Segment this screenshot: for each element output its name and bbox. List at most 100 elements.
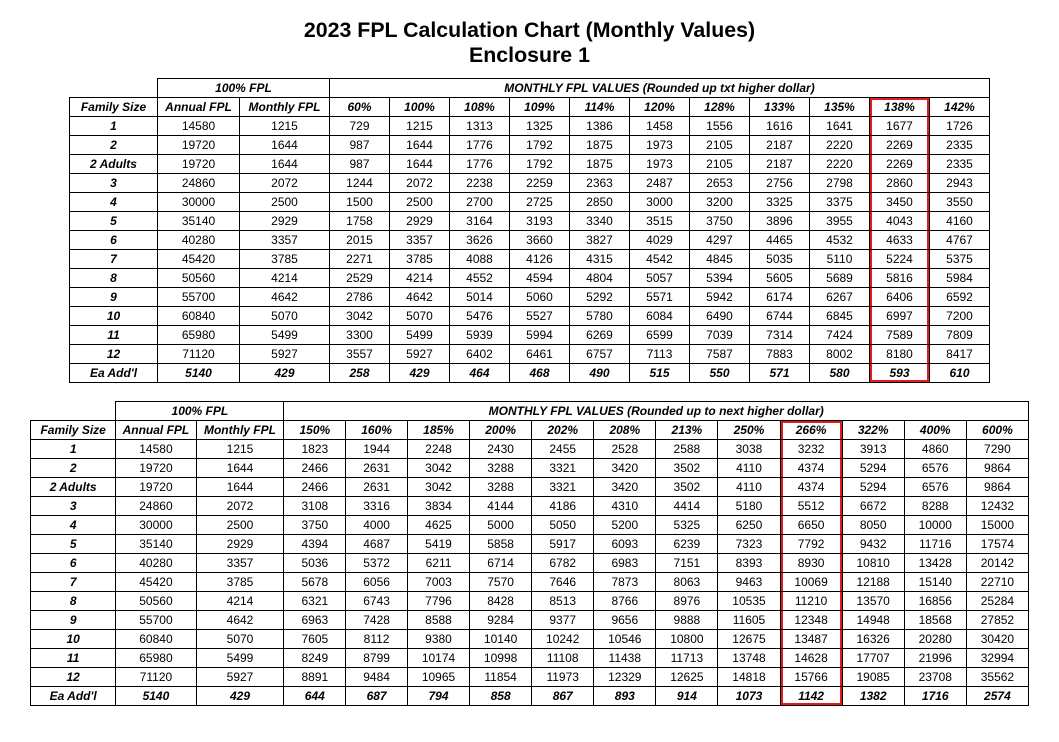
cell-annual: 60840 [158,307,240,326]
cell-value: 14628 [780,649,842,668]
cell-annual: 60840 [116,630,196,649]
cell-value: 867 [532,687,594,706]
cell-value: 8249 [284,649,346,668]
col-pct: 150% [284,421,346,440]
cell-value: 12625 [656,668,718,687]
row-label: 5 [31,535,116,554]
col-pct: 60% [330,98,390,117]
cell-monthly: 2072 [240,174,330,193]
cell-value: 1792 [510,136,570,155]
cell-value: 2259 [510,174,570,193]
cell-value: 5994 [510,326,570,345]
cell-annual: 45420 [158,250,240,269]
col-pct: 133% [750,98,810,117]
cell-value: 2528 [594,440,656,459]
cell-value: 10965 [407,668,469,687]
cell-value: 25284 [966,592,1028,611]
cell-value: 6250 [718,516,780,535]
col-pct: 250% [718,421,780,440]
cell-value: 5605 [750,269,810,288]
cell-value: 3200 [690,193,750,212]
cell-value: 1944 [346,440,408,459]
cell-annual: 35140 [116,535,196,554]
cell-value: 644 [284,687,346,706]
cell-value: 5816 [870,269,930,288]
cell-value: 6845 [810,307,870,326]
cell-monthly: 3785 [196,573,284,592]
col-family-size: Family Size [70,98,158,117]
cell-value: 7003 [407,573,469,592]
cell-value: 3515 [630,212,690,231]
cell-value: 5294 [842,459,904,478]
cell-value: 3660 [510,231,570,250]
cell-annual: 30000 [158,193,240,212]
cell-monthly: 2500 [240,193,330,212]
cell-value: 9484 [346,668,408,687]
cell-monthly: 3785 [240,250,330,269]
cell-value: 4110 [718,459,780,478]
cell-value: 2271 [330,250,390,269]
col-pct: 322% [842,421,904,440]
col-pct: 160% [346,421,408,440]
cell-value: 16326 [842,630,904,649]
col-pct: 109% [510,98,570,117]
cell-value: 464 [450,364,510,383]
cell-value: 4845 [690,250,750,269]
cell-value: 6576 [904,478,966,497]
cell-value: 2725 [510,193,570,212]
cell-value: 11854 [470,668,532,687]
cell-value: 7883 [750,345,810,364]
page-title-block: 2023 FPL Calculation Chart (Monthly Valu… [30,18,1029,68]
cell-value: 5224 [870,250,930,269]
cell-value: 10069 [780,573,842,592]
cell-value: 1215 [390,117,450,136]
cell-value: 1500 [330,193,390,212]
cell-value: 7570 [470,573,532,592]
cell-value: 5942 [690,288,750,307]
col-pct: 142% [930,98,990,117]
cell-value: 593 [870,364,930,383]
cell-monthly: 5499 [240,326,330,345]
cell-value: 5035 [750,250,810,269]
cell-value: 4625 [407,516,469,535]
cell-value: 5057 [630,269,690,288]
cell-value: 4310 [594,497,656,516]
cell-monthly: 4642 [196,611,284,630]
cell-value: 4315 [570,250,630,269]
row-label: 2 [70,136,158,155]
cell-value: 4804 [570,269,630,288]
cell-annual: 50560 [158,269,240,288]
cell-value: 4000 [346,516,408,535]
cell-monthly: 4214 [240,269,330,288]
cell-value: 3042 [407,478,469,497]
row-label: 3 [70,174,158,193]
cell-value: 8976 [656,592,718,611]
cell-value: 3340 [570,212,630,231]
cell-value: 2335 [930,136,990,155]
row-label: Ea Add'l [70,364,158,383]
cell-value: 1073 [718,687,780,706]
cell-value: 914 [656,687,718,706]
cell-value: 7323 [718,535,780,554]
cell-value: 8063 [656,573,718,592]
cell-value: 1776 [450,136,510,155]
cell-value: 21996 [904,649,966,668]
cell-value: 6757 [570,345,630,364]
cell-value: 30420 [966,630,1028,649]
cell-value: 6490 [690,307,750,326]
cell-value: 8891 [284,668,346,687]
cell-value: 5294 [842,478,904,497]
cell-value: 5512 [780,497,842,516]
cell-annual: 71120 [158,345,240,364]
row-label: 7 [70,250,158,269]
cell-value: 8588 [407,611,469,630]
cell-value: 6267 [810,288,870,307]
cell-value: 4110 [718,478,780,497]
cell-value: 580 [810,364,870,383]
cell-value: 3750 [690,212,750,231]
cell-value: 10998 [470,649,532,668]
cell-value: 3300 [330,326,390,345]
cell-value: 4374 [780,478,842,497]
cell-value: 5780 [570,307,630,326]
cell-value: 1823 [284,440,346,459]
